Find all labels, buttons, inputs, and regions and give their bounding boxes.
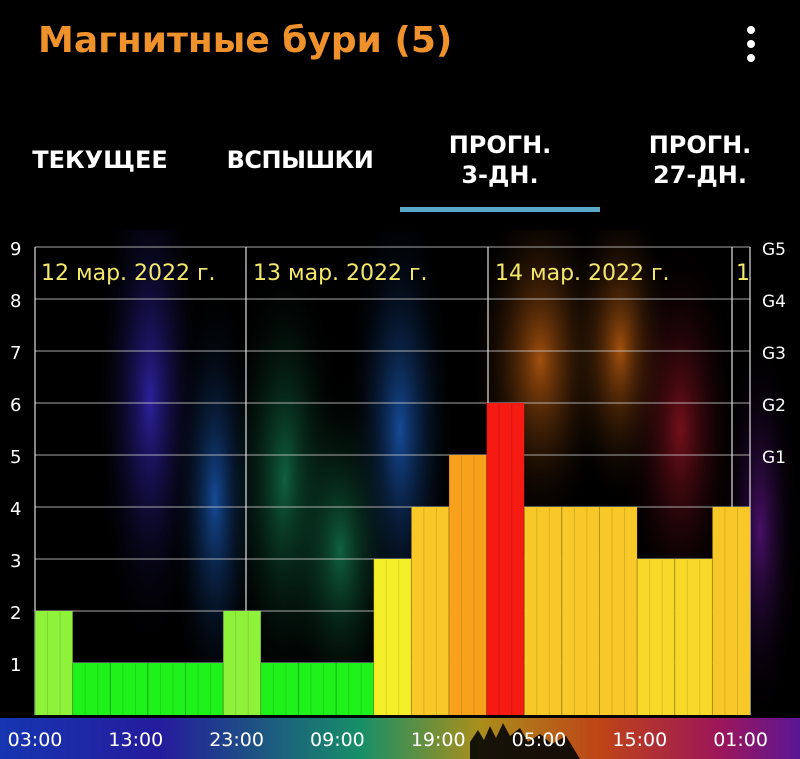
x-tick-label: 05:00 — [512, 729, 567, 751]
tab-forecast-3-day[interactable]: ПРОГН. 3-ДН. — [400, 110, 600, 210]
kp-index-chart: 12 мар. 2022 г. 13 мар. 2022 г. 14 мар. 20… — [0, 230, 800, 759]
g-tick-label: G1 — [762, 448, 786, 468]
kp-bar — [410, 507, 449, 715]
kp-bar — [34, 611, 73, 715]
kp-bar — [711, 507, 750, 715]
x-tick-label: 15:00 — [612, 729, 667, 751]
date-label: 12 мар. 2022 г. — [41, 261, 216, 286]
kp-bar — [260, 663, 299, 715]
kp-bar — [72, 663, 111, 715]
x-tick-label: 23:00 — [209, 729, 264, 751]
app-bar: Магнитные бури (5) — [0, 0, 800, 100]
app-title: Магнитные бури (5) — [38, 20, 453, 61]
tab-flares-label: ВСПЫШКИ — [226, 146, 374, 174]
chart-date-labels: 12 мар. 2022 г. 13 мар. 2022 г. 14 мар. 20… — [41, 261, 750, 286]
kp-bar — [222, 611, 261, 715]
kp-bar — [636, 559, 675, 715]
x-tick-label: 19:00 — [411, 729, 466, 751]
x-tick-label: 01:00 — [713, 729, 768, 751]
y-tick-label: 7 — [10, 343, 21, 364]
kp-bar — [674, 559, 713, 715]
kp-bar — [448, 455, 487, 715]
chart-x-ticks: 03:00 13:00 23:00 09:00 19:00 05:00 15:00 01:00 — [8, 729, 768, 751]
chart-y-ticks: 1 2 3 4 5 6 7 8 9 — [10, 239, 21, 676]
y-tick-label: 3 — [10, 551, 21, 572]
kp-chart-svg: 12 мар. 2022 г. 13 мар. 2022 г. 14 мар. 20… — [0, 230, 800, 759]
x-tick-label: 09:00 — [310, 729, 365, 751]
tab-forecast-27-day-label: ПРОГН. 27-ДН. — [648, 131, 752, 189]
y-tick-label: 5 — [10, 447, 21, 468]
tab-forecast-3-day-label: ПРОГН. 3-ДН. — [448, 131, 552, 189]
kp-bar — [561, 507, 600, 715]
date-label: 14 мар. 2022 г. — [495, 261, 670, 286]
kp-bar — [147, 663, 186, 715]
kp-bar — [185, 663, 224, 715]
kp-bar — [523, 507, 562, 715]
tab-selected-indicator — [400, 207, 600, 212]
chart-bars — [34, 403, 750, 715]
date-label: 13 мар. 2022 г. — [253, 261, 428, 286]
x-tick-label: 03:00 — [8, 729, 63, 751]
tab-forecast-27-day[interactable]: ПРОГН. 27-ДН. — [600, 110, 800, 210]
kp-bar — [373, 559, 412, 715]
kp-bar — [598, 507, 638, 715]
y-tick-label: 1 — [10, 655, 21, 676]
y-tick-label: 9 — [10, 239, 21, 260]
g-tick-label: G5 — [762, 240, 786, 260]
tab-flares[interactable]: ВСПЫШКИ — [200, 110, 400, 210]
date-label: 1 — [736, 261, 750, 286]
y-tick-label: 8 — [10, 291, 21, 312]
g-tick-label: G4 — [762, 292, 786, 312]
aurora-background — [0, 230, 800, 759]
kp-bar — [109, 663, 148, 715]
g-tick-label: G2 — [762, 396, 786, 416]
kp-bar — [335, 663, 374, 715]
kp-bar — [297, 663, 337, 715]
tab-current[interactable]: ТЕКУЩЕЕ — [0, 110, 200, 210]
y-tick-label: 2 — [10, 603, 21, 624]
g-tick-label: G3 — [762, 344, 786, 364]
y-tick-label: 6 — [10, 395, 21, 416]
kp-bar — [486, 403, 525, 715]
chart-g-ticks: G1 G2 G3 G4 G5 — [762, 240, 786, 468]
x-tick-label: 13:00 — [108, 729, 163, 751]
y-tick-label: 4 — [10, 499, 21, 520]
tab-current-label: ТЕКУЩЕЕ — [32, 146, 168, 174]
tab-bar: ТЕКУЩЕЕ ВСПЫШКИ ПРОГН. 3-ДН. ПРОГН. 27-Д… — [0, 110, 800, 215]
more-vert-icon[interactable] — [738, 22, 764, 66]
